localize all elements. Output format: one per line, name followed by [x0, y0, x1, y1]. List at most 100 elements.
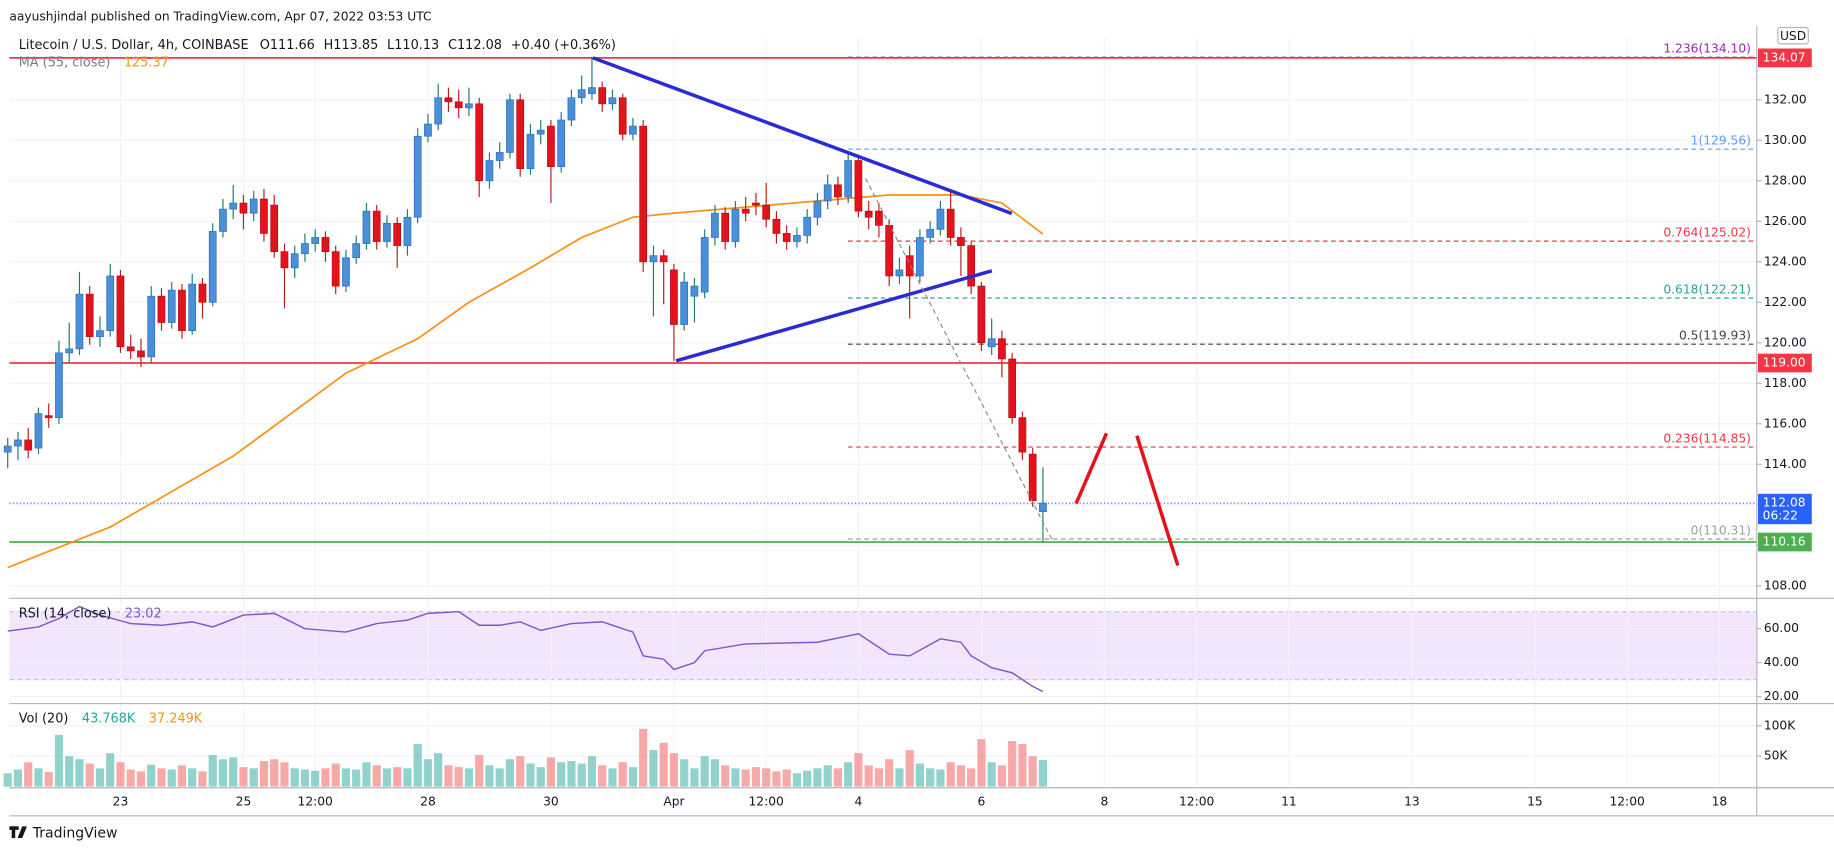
volume-bar [341, 768, 351, 787]
volume-bar [331, 763, 340, 787]
ma-legend-value: 125.37 [124, 55, 169, 70]
arrow-up [1074, 432, 1109, 505]
rsi-band [9, 611, 1757, 680]
fib-trend-line [865, 178, 1054, 542]
trend-line-lower [675, 269, 993, 363]
volume-bar [311, 770, 320, 787]
volume-bar [300, 769, 310, 787]
candle-body [311, 237, 320, 244]
candle-body [342, 257, 350, 287]
volume-bar [741, 769, 750, 787]
volume-bar [1008, 740, 1017, 787]
ohlc-open: O111.66 [260, 38, 315, 53]
fib-level-label: 1.236(134.10) [1663, 42, 1751, 56]
candle-body [485, 160, 494, 182]
x-tick-label: 13 [1404, 794, 1420, 808]
volume-bar [372, 765, 381, 787]
vol-legend-name: Vol (20) [19, 711, 69, 726]
x-tick-label: 8 [1101, 794, 1109, 808]
candle-body [55, 352, 63, 419]
y-tick-label: 126.00 [1764, 214, 1807, 228]
volume-bar [54, 734, 64, 787]
volume-bar [844, 762, 853, 787]
plot-layer: 1.236(134.10) 1(129.56) 0.764(125.02) 0.618… [3, 42, 1757, 787]
volume-bar [413, 744, 422, 787]
volume-bar [44, 771, 53, 787]
candle-body [198, 283, 207, 303]
x-tick-label: 12:00 [749, 794, 784, 808]
candle-body [588, 87, 596, 95]
x-tick-label: 28 [420, 794, 436, 808]
candle-body [977, 285, 986, 344]
candle-body [618, 97, 627, 135]
candle-body [516, 99, 525, 169]
y-tick-label: 60.00 [1764, 621, 1799, 635]
y-tick-label: 128.00 [1764, 173, 1807, 187]
volume-bar [106, 753, 115, 787]
candle-body [731, 208, 740, 242]
x-tick-label: 6 [978, 794, 986, 808]
candle-body [444, 97, 453, 103]
candle-body [987, 338, 996, 348]
series-line [7, 194, 1044, 569]
level-label: 134.07 [1763, 50, 1806, 64]
volume-bar [751, 767, 761, 787]
x-tick-label: 12:00 [1179, 794, 1214, 808]
volume-bar [382, 768, 392, 787]
candle-body [916, 237, 924, 277]
candle-body [864, 210, 873, 218]
ohlc-low: L110.13 [387, 38, 439, 53]
candle-body [178, 289, 186, 331]
candle-body [895, 269, 904, 277]
volume-bar [290, 768, 299, 787]
candle-body [567, 97, 576, 121]
candle-body [372, 210, 381, 242]
volume-bar [546, 757, 556, 787]
volume-bar [659, 742, 668, 787]
volume-bar [649, 750, 658, 787]
volume-bar [526, 763, 535, 787]
volume-bar [34, 768, 43, 787]
candle-body [413, 135, 422, 218]
volume-bar [946, 762, 955, 787]
volume-bar [1028, 756, 1037, 787]
candle-body [96, 330, 104, 338]
volume-bar [1038, 759, 1048, 787]
candle-body [454, 101, 463, 109]
volume-bar [13, 769, 23, 787]
candle-body [65, 348, 74, 354]
x-tick-label: Apr [663, 794, 685, 808]
volume-bar [803, 770, 812, 787]
candle-body [875, 210, 883, 226]
volume-bar [3, 773, 12, 787]
rsi-legend-value: 23.02 [125, 606, 162, 621]
logo-part [17, 826, 27, 839]
y-tick-label: 20.00 [1764, 689, 1799, 703]
candle-body [936, 208, 945, 230]
candle-body [629, 125, 637, 135]
volume-bar [270, 759, 279, 787]
volume-bar [977, 739, 986, 787]
volume-bar [536, 767, 545, 787]
fib-level-label: 0.764(125.02) [1663, 225, 1751, 239]
candle-body [208, 231, 217, 303]
volume-bar [321, 768, 330, 787]
candle-body [249, 198, 258, 214]
candle-body [813, 200, 822, 218]
volume-bar [567, 761, 576, 787]
trend-line-upper [592, 56, 1013, 216]
y-tick-label: 50K [1764, 749, 1789, 763]
candle-body [219, 208, 227, 232]
volume-bar [24, 762, 33, 787]
y-tick-label: 118.00 [1764, 376, 1807, 390]
candle-body [844, 160, 853, 198]
candle-body [137, 350, 145, 358]
x-tick-label: 30 [543, 794, 559, 808]
candle-body [1028, 453, 1037, 502]
level-label: 110.16 [1763, 535, 1806, 549]
volume-bar [833, 768, 843, 787]
fib-level-label: 1(129.56) [1691, 134, 1751, 148]
candle-body [711, 212, 719, 238]
y-tick-label: 40.00 [1764, 655, 1799, 669]
volume-bar [762, 768, 771, 787]
